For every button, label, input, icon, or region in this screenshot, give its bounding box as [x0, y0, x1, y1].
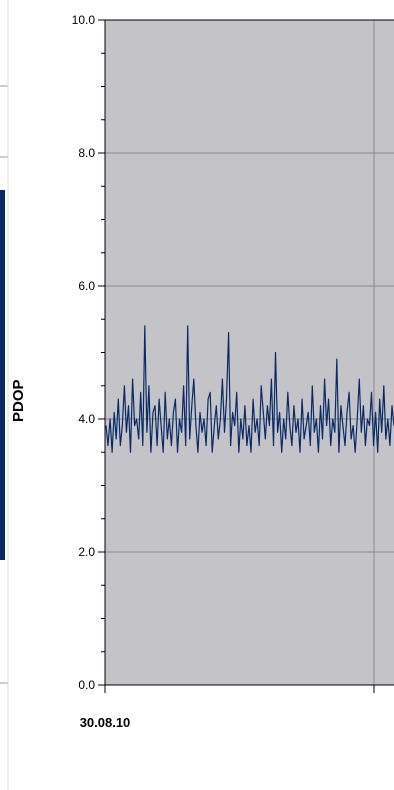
y-tick-labels: 0.0 2.0 4.0 6.0 8.0 10.0 — [72, 13, 96, 692]
pdop-series-line — [105, 325, 394, 453]
y-tick-label: 4.0 — [78, 412, 95, 426]
x-axis-ticks — [104, 685, 375, 693]
plot-area — [105, 20, 394, 685]
y-tick-label: 10.0 — [72, 13, 96, 27]
left-panel-strip — [0, 190, 5, 560]
y-axis-label: PDOP — [10, 379, 27, 422]
x-tick-label: 30.08.10 — [80, 715, 131, 730]
y-tick-label: 0.0 — [78, 678, 95, 692]
y-axis-ticks — [98, 19, 105, 686]
gridlines — [105, 20, 394, 685]
y-tick-label: 8.0 — [78, 146, 95, 160]
y-tick-label: 6.0 — [78, 279, 95, 293]
y-tick-label: 2.0 — [78, 545, 95, 559]
